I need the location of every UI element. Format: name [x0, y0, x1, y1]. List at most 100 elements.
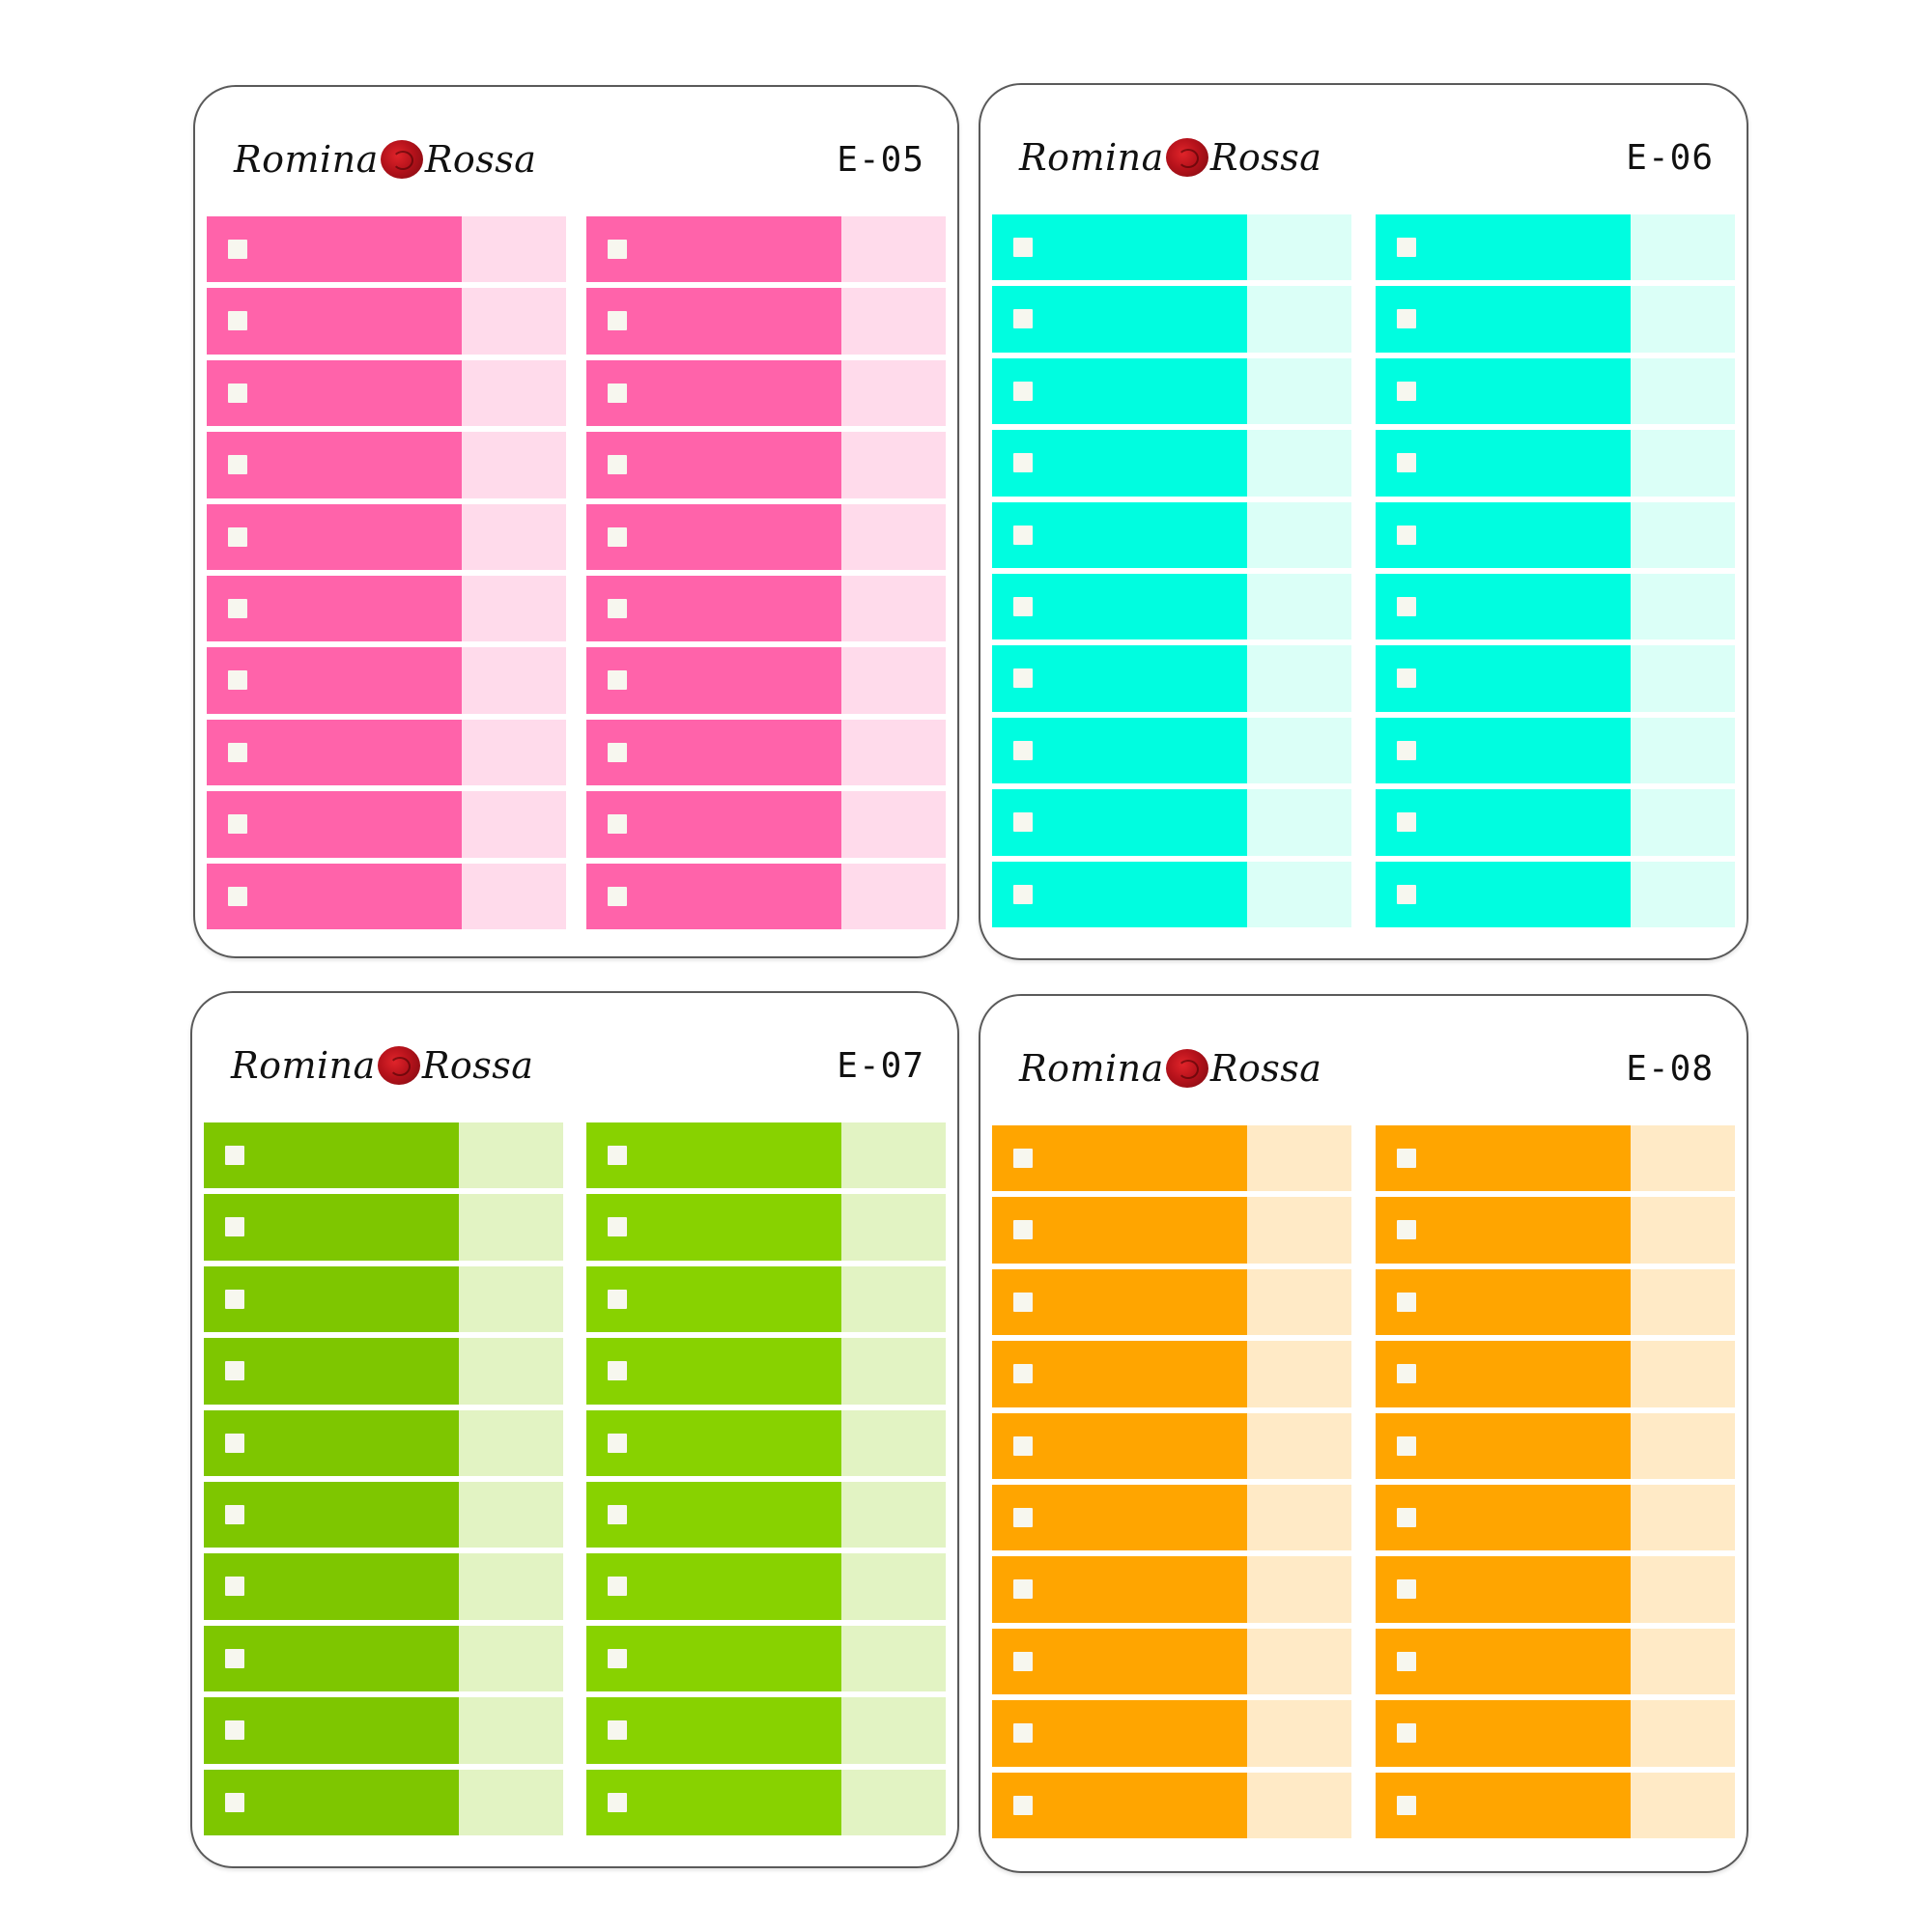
- checkbox-icon: [1397, 884, 1416, 904]
- sticker-row: [992, 573, 1351, 640]
- brand-name-right: Rossa: [421, 1044, 534, 1087]
- sticker-column-left: [204, 1122, 563, 1835]
- sticker-side-area: [1631, 214, 1735, 281]
- sticker-side-area: [1247, 789, 1351, 856]
- checkbox-icon: [608, 670, 627, 691]
- sticker-label-area: [992, 1484, 1247, 1551]
- checkbox-icon: [1397, 668, 1416, 689]
- sticker-side-area: [462, 359, 566, 427]
- checkbox-icon: [228, 383, 247, 403]
- sticker-label-area: [204, 1481, 459, 1548]
- sticker-label-area: [204, 1338, 459, 1405]
- checkbox-icon: [1013, 1723, 1033, 1744]
- brand-logo: Romina Rossa: [1019, 1035, 1321, 1102]
- sticker-row: [992, 1341, 1351, 1407]
- sticker-row: [204, 1194, 563, 1261]
- sticker-row: [586, 719, 946, 786]
- checkbox-icon: [225, 1504, 244, 1524]
- checkbox-icon: [225, 1289, 244, 1309]
- sticker-label-area: [586, 503, 841, 570]
- sticker-side-area: [1247, 645, 1351, 712]
- checkbox-icon: [1013, 812, 1033, 833]
- sticker-side-area: [462, 719, 566, 786]
- sticker-side-area: [462, 288, 566, 355]
- sticker-side-area: [462, 863, 566, 929]
- checkbox-icon: [1013, 1149, 1033, 1168]
- sticker-row: [1376, 717, 1735, 784]
- sticker-side-area: [1631, 789, 1735, 856]
- sticker-label-area: [1376, 357, 1631, 425]
- sticker-column-right: [586, 216, 946, 929]
- sticker-side-area: [459, 1409, 563, 1476]
- sticker-side-area: [1631, 1628, 1735, 1695]
- checkbox-icon: [225, 1648, 244, 1668]
- sticker-side-area: [1631, 861, 1735, 927]
- sticker-row: [1376, 645, 1735, 712]
- sticker-row: [586, 1769, 946, 1835]
- sticker-side-area: [1247, 501, 1351, 568]
- sticker-label-area: [204, 1409, 459, 1476]
- sticker-row: [204, 1769, 563, 1835]
- sticker-row: [586, 1697, 946, 1764]
- checkbox-icon: [1013, 238, 1033, 257]
- checkbox-icon: [228, 886, 247, 906]
- sticker-side-area: [1631, 645, 1735, 712]
- checkbox-icon: [608, 886, 627, 906]
- sticker-column-right: [586, 1122, 946, 1835]
- sticker-label-area: [1376, 573, 1631, 640]
- sticker-label-area: [1376, 1125, 1631, 1192]
- sticker-label-area: [586, 1194, 841, 1261]
- sticker-row: [1376, 1197, 1735, 1264]
- checkbox-icon: [608, 598, 627, 618]
- sticker-side-area: [1247, 430, 1351, 497]
- sticker-label-area: [586, 647, 841, 714]
- sheet-code: E-06: [1626, 138, 1714, 178]
- sticker-label-area: [586, 1481, 841, 1548]
- sticker-label-area: [207, 647, 462, 714]
- checkbox-icon: [1013, 525, 1033, 545]
- sticker-side-area: [1247, 286, 1351, 353]
- checkbox-icon: [228, 526, 247, 547]
- sticker-label-area: [204, 1265, 459, 1333]
- sticker-sheet-e06: Romina Rossa E-06: [979, 83, 1748, 960]
- sticker-side-area: [841, 647, 946, 714]
- sticker-side-area: [841, 1625, 946, 1692]
- sticker-label-area: [992, 1125, 1247, 1192]
- sticker-row: [586, 1553, 946, 1620]
- sticker-row: [992, 430, 1351, 497]
- sticker-row: [1376, 1772, 1735, 1838]
- sticker-row: [1376, 501, 1735, 568]
- checkbox-icon: [608, 1648, 627, 1668]
- sticker-side-area: [841, 719, 946, 786]
- sticker-row: [586, 1265, 946, 1333]
- sticker-label-area: [207, 719, 462, 786]
- sticker-side-area: [1631, 1268, 1735, 1336]
- sticker-side-area: [841, 1697, 946, 1764]
- checkbox-icon: [1013, 1435, 1033, 1456]
- sticker-side-area: [1247, 717, 1351, 784]
- sticker-side-area: [1247, 1484, 1351, 1551]
- checkbox-icon: [608, 1146, 627, 1165]
- sticker-row: [1376, 1125, 1735, 1192]
- sticker-side-area: [459, 1625, 563, 1692]
- sticker-label-area: [992, 1341, 1247, 1407]
- sticker-label-area: [207, 791, 462, 858]
- brand-logo: Romina Rossa: [231, 1032, 533, 1099]
- sticker-side-area: [1247, 1700, 1351, 1767]
- sticker-label-area: [586, 1625, 841, 1692]
- sticker-label-area: [586, 1553, 841, 1620]
- sticker-side-area: [1631, 1197, 1735, 1264]
- checkbox-icon: [1397, 525, 1416, 545]
- sticker-row: [207, 719, 566, 786]
- checkbox-icon: [228, 670, 247, 691]
- sticker-grid: [204, 1122, 946, 1835]
- sticker-side-area: [462, 432, 566, 498]
- sticker-side-area: [841, 575, 946, 642]
- sticker-row: [1376, 357, 1735, 425]
- checkbox-icon: [608, 1504, 627, 1524]
- sticker-label-area: [207, 503, 462, 570]
- sticker-row: [992, 1197, 1351, 1264]
- checkbox-icon: [608, 1217, 627, 1237]
- checkbox-icon: [1397, 453, 1416, 473]
